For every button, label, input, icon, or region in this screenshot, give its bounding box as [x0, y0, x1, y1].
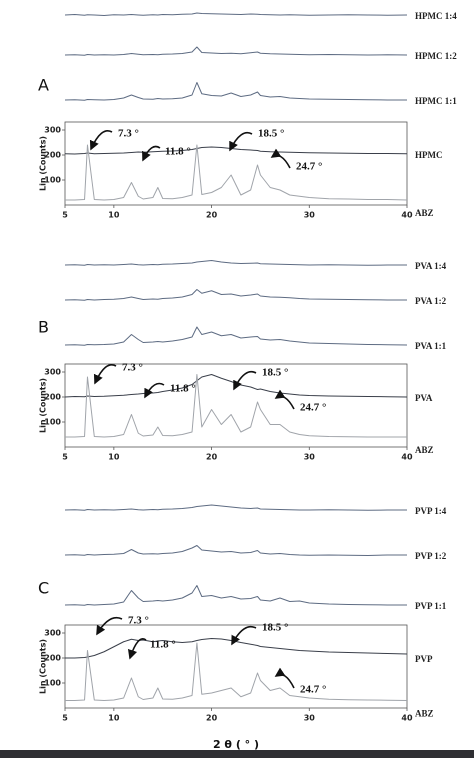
series-label: HPMC 1:4	[415, 11, 457, 21]
peak-annotation: 24.7 °	[300, 684, 326, 696]
trace	[65, 144, 408, 201]
peak-annotation: 7.3 °	[118, 128, 139, 140]
series-label: HPMC 1:2	[415, 51, 457, 61]
x-axis-label: 2 θ ( ° )	[213, 738, 259, 751]
axis-frame	[64, 624, 408, 709]
y-tick-label: 300	[44, 629, 61, 638]
axis-frame	[64, 121, 408, 206]
arrow	[270, 148, 291, 169]
trace	[64, 146, 408, 155]
series-label: ABZ	[415, 208, 434, 218]
trace	[64, 260, 407, 266]
trace	[64, 289, 407, 301]
series-label: ABZ	[415, 709, 434, 719]
peak-annotation: 18.5 °	[262, 622, 288, 634]
arrow	[96, 616, 123, 636]
trace	[64, 374, 408, 398]
panel-label: C	[38, 579, 49, 598]
series-label: PVA 1:2	[415, 296, 447, 306]
arrow	[93, 364, 117, 385]
peak-annotation: 18.5 °	[262, 367, 288, 379]
y-tick-label: 100	[44, 679, 61, 688]
trace	[64, 545, 407, 556]
arrow	[142, 145, 161, 162]
x-tick-label: 20	[206, 211, 218, 220]
x-tick-label: 30	[304, 714, 316, 723]
y-tick-label: 300	[44, 368, 61, 377]
y-tick-label: 300	[44, 126, 61, 135]
trace	[65, 642, 408, 701]
x-tick-label: 10	[108, 453, 120, 462]
peak-annotation: 18.5 °	[258, 128, 284, 140]
y-tick-label: 100	[44, 176, 61, 185]
y-axis-label: Lin (Counts)	[39, 136, 48, 191]
bottom-bar	[0, 750, 474, 758]
x-tick-label: 10	[108, 211, 120, 220]
trace	[65, 374, 407, 438]
peak-annotation: 24.7 °	[300, 402, 326, 414]
y-tick-label: 200	[44, 654, 61, 663]
x-tick-label: 5	[62, 714, 68, 723]
arrow	[229, 131, 253, 152]
y-tick-label: 100	[44, 418, 61, 427]
trace	[64, 326, 408, 346]
x-tick-label: 10	[108, 714, 120, 723]
panel: 100 200 300 5 10 20 30 40 Lin (Counts) C 2 θ ( ° )…	[38, 504, 447, 751]
peak-annotation: 7.3 °	[128, 615, 149, 627]
x-tick-label: 30	[304, 211, 316, 220]
x-tick-label: 40	[401, 211, 413, 220]
panel: 100 200 300 5 10 20 30 40 Lin (Counts) A HPMC 1:4 H…	[38, 11, 457, 220]
series-label: PVP 1:4	[415, 506, 447, 516]
peak-annotation: 11.8 °	[150, 639, 176, 651]
series-label: PVP	[415, 654, 433, 664]
y-tick-label: 200	[44, 151, 61, 160]
arrow	[233, 370, 257, 391]
series-label: HPMC 1:1	[415, 96, 457, 106]
panel-label: A	[38, 76, 49, 95]
trace	[65, 638, 408, 659]
series-label: HPMC	[415, 150, 443, 160]
axis-frame	[64, 363, 408, 448]
peak-annotation: 11.8 °	[170, 383, 196, 395]
trace	[64, 585, 407, 606]
trace	[64, 504, 407, 511]
peak-annotation: 7.3 °	[122, 362, 143, 374]
series-label: PVP 1:1	[415, 601, 447, 611]
series-label: PVA	[415, 393, 433, 403]
peak-annotation: 24.7 °	[296, 161, 322, 173]
x-tick-label: 20	[206, 453, 218, 462]
arrow	[231, 625, 257, 646]
series-label: PVP 1:2	[415, 551, 447, 561]
arrow	[274, 389, 295, 410]
series-label: ABZ	[415, 445, 434, 455]
x-tick-label: 5	[62, 453, 68, 462]
trace	[64, 12, 408, 16]
arrow	[274, 667, 295, 689]
panel-label: B	[38, 318, 49, 337]
arrow	[89, 130, 113, 151]
arrow	[127, 638, 147, 660]
x-tick-label: 40	[401, 453, 413, 462]
panel: 100 200 300 5 10 20 30 40 Lin (Counts) B PVA 1:4 PV…	[38, 260, 447, 462]
trace	[64, 46, 408, 56]
y-axis-label: Lin (Counts)	[39, 378, 48, 433]
y-axis-label: Lin (Counts)	[39, 639, 48, 694]
arrow	[144, 382, 165, 399]
x-tick-label: 40	[401, 714, 413, 723]
peak-annotation: 11.8 °	[165, 146, 191, 158]
series-label: PVA 1:4	[415, 261, 447, 271]
series-label: PVA 1:1	[415, 341, 447, 351]
x-tick-label: 5	[62, 211, 68, 220]
trace	[64, 82, 407, 101]
x-tick-label: 20	[206, 714, 218, 723]
y-tick-label: 200	[44, 393, 61, 402]
x-tick-label: 30	[304, 453, 316, 462]
